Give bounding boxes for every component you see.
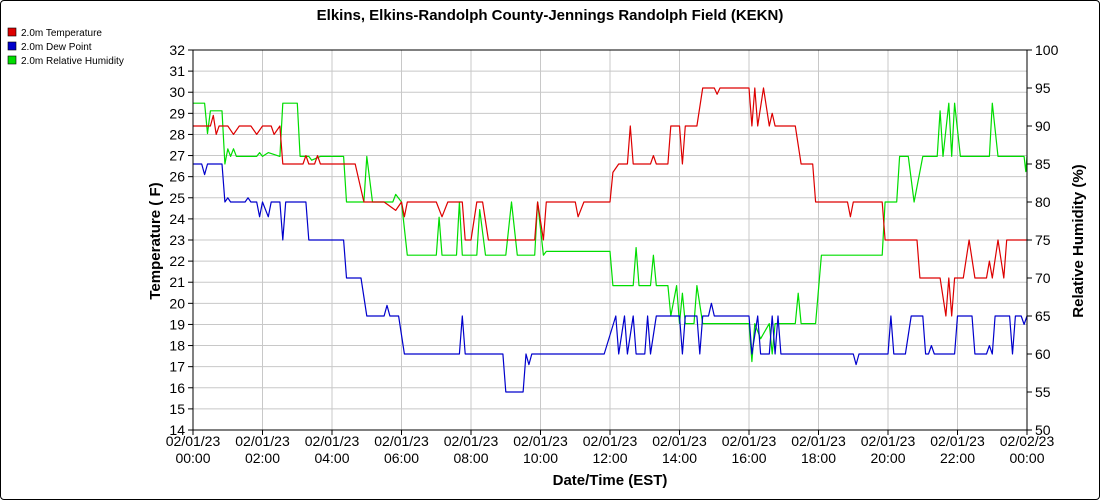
- y-left-tick-label: 18: [169, 338, 185, 354]
- y-left-tick-label: 22: [169, 253, 185, 269]
- x-tick-time: 22:00: [940, 450, 975, 466]
- x-tick-date: 02/01/23: [513, 433, 568, 449]
- x-tick-date: 02/01/23: [791, 433, 846, 449]
- y-left-tick-label: 28: [169, 126, 185, 142]
- legend-swatch-temperature: [7, 27, 17, 37]
- y-left-tick-label: 27: [169, 148, 185, 164]
- series-line-relative-humidity: [193, 102, 1028, 363]
- y-right-tick-label: 60: [1035, 346, 1051, 362]
- y-right-tick-label: 80: [1035, 194, 1051, 210]
- y-left-tick-label: 23: [169, 232, 185, 248]
- y-right-tick-label: 100: [1035, 42, 1059, 58]
- x-tick-time: 12:00: [592, 450, 627, 466]
- x-tick-time: 00:00: [175, 450, 210, 466]
- x-tick-time: 08:00: [453, 450, 488, 466]
- x-tick-date: 02/01/23: [652, 433, 707, 449]
- x-tick-time: 20:00: [870, 450, 905, 466]
- y-left-tick-label: 25: [169, 190, 185, 206]
- x-axis-label: Date/Time (EST): [553, 472, 668, 489]
- y-right-tick-label: 85: [1035, 156, 1051, 172]
- y-left-tick-label: 15: [169, 401, 185, 417]
- x-tick-date: 02/01/23: [861, 433, 916, 449]
- x-tick-date: 02/01/23: [583, 433, 638, 449]
- legend: 2.0m Temperature 2.0m Dew Point 2.0m Relat…: [7, 27, 124, 67]
- x-tick-date: 02/02/23: [1000, 433, 1055, 449]
- y-right-tick-label: 55: [1035, 384, 1051, 400]
- series-line-temperature: [193, 87, 1027, 317]
- x-tick-date: 02/01/23: [930, 433, 985, 449]
- legend-swatch-relative-humidity: [7, 55, 17, 65]
- y-left-tick-label: 26: [169, 169, 185, 185]
- series-group: [193, 87, 1028, 393]
- x-tick-time: 18:00: [801, 450, 836, 466]
- y-left-tick-label: 19: [169, 316, 185, 332]
- x-tick-date: 02/01/23: [722, 433, 777, 449]
- x-tick-date: 02/01/23: [374, 433, 429, 449]
- y-left-tick-label: 32: [169, 42, 185, 58]
- y-right-tick-label: 50: [1035, 422, 1051, 438]
- chart-title: Elkins, Elkins-Randolph County-Jennings …: [317, 7, 784, 24]
- x-axis-ticks: 02/01/2300:0002/01/2302:0002/01/2304:000…: [166, 430, 1055, 466]
- x-tick-time: 06:00: [384, 450, 419, 466]
- x-tick-time: 04:00: [314, 450, 349, 466]
- y-right-tick-label: 70: [1035, 270, 1051, 286]
- y-axis-left-ticks: 14 15 16 17 18 19 20 21 22 23 24 25 26 27 28 29 30 31 32: [169, 42, 193, 438]
- y-left-tick-label: 24: [169, 211, 185, 227]
- x-tick-time: 00:00: [1009, 450, 1044, 466]
- y-left-tick-label: 17: [169, 359, 185, 375]
- legend-label-temperature: 2.0m Temperature: [21, 28, 102, 39]
- y-left-tick-label: 20: [169, 295, 185, 311]
- y-left-tick-label: 21: [169, 274, 185, 290]
- x-tick-time: 16:00: [731, 450, 766, 466]
- x-tick-time: 10:00: [523, 450, 558, 466]
- y-right-tick-label: 95: [1035, 80, 1051, 96]
- x-tick-date: 02/01/23: [235, 433, 290, 449]
- y-left-tick-label: 30: [169, 84, 185, 100]
- legend-label-dew-point: 2.0m Dew Point: [21, 42, 92, 53]
- y-left-tick-label: 29: [169, 105, 185, 121]
- y-right-tick-label: 75: [1035, 232, 1051, 248]
- legend-swatch-dew-point: [7, 41, 17, 51]
- y-axis-right-ticks: 50 55 60 65 70 75 80 85 90 95 100: [1027, 42, 1059, 438]
- x-tick-time: 02:00: [245, 450, 280, 466]
- y-left-tick-label: 14: [169, 422, 185, 438]
- y-axis-right-label: Relative Humidity (%): [1070, 164, 1087, 317]
- x-tick-date: 02/01/23: [305, 433, 360, 449]
- y-left-tick-label: 16: [169, 380, 185, 396]
- y-right-tick-label: 90: [1035, 118, 1051, 134]
- y-left-tick-label: 31: [169, 63, 185, 79]
- x-tick-date: 02/01/23: [444, 433, 499, 449]
- x-tick-date: 02/01/23: [166, 433, 221, 449]
- y-right-tick-label: 65: [1035, 308, 1051, 324]
- legend-label-relative-humidity: 2.0m Relative Humidity: [21, 56, 124, 67]
- series-line-dew-point: [193, 163, 1028, 393]
- y-axis-left-label: Temperature ( F): [147, 182, 164, 299]
- x-tick-time: 14:00: [662, 450, 697, 466]
